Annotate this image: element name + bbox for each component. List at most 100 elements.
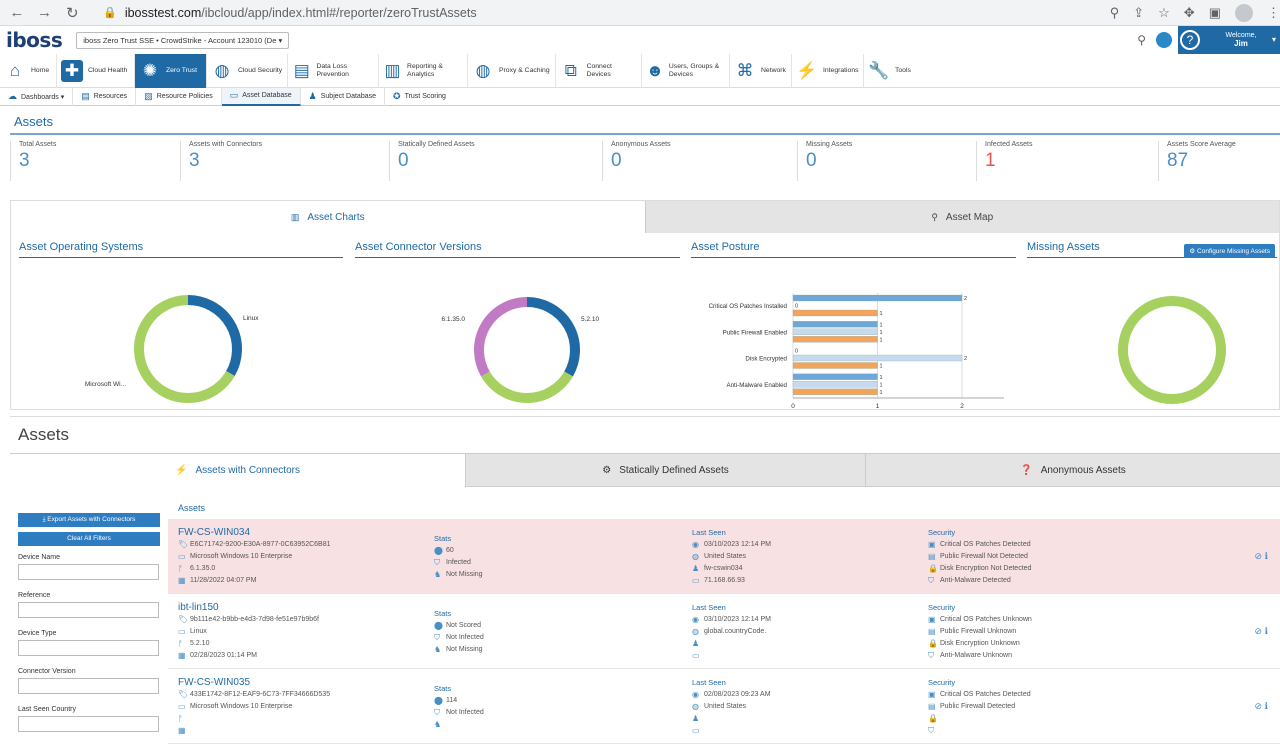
posture-bar <box>792 354 963 362</box>
nav-proxy-caching[interactable]: ◍ Proxy & Caching <box>468 53 556 88</box>
security-patches: Critical OS Patches Detected <box>940 691 1031 698</box>
nav-integrations[interactable]: ⚡ Integrations <box>792 53 864 88</box>
filter-device-name-input[interactable] <box>18 564 159 580</box>
infection-status: Infected <box>446 559 471 566</box>
version-icon: ᚠ <box>178 714 183 723</box>
info-icon[interactable]: ℹ <box>1264 551 1268 561</box>
forward-icon[interactable]: → <box>37 4 53 21</box>
device-name-link[interactable]: ibt-lin150 <box>178 602 219 613</box>
sidebar-icon[interactable]: ▣ <box>1208 4 1221 20</box>
filter-device-type-input[interactable] <box>18 640 159 656</box>
tab-statically-defined[interactable]: ⚙ Statically Defined Assets <box>465 454 865 487</box>
nav-connect-devices[interactable]: ⧉ Connect Devices <box>556 53 642 88</box>
nav-cloud-health[interactable]: ✚ Cloud Health <box>57 53 135 88</box>
extensions-icon[interactable]: ✥ <box>1183 4 1195 20</box>
filter-connector-version-input[interactable] <box>18 678 159 694</box>
last-seen-time: 03/10/2023 12:14 PM <box>704 616 771 623</box>
reload-icon[interactable]: ↻ <box>65 4 79 22</box>
tab-asset-charts[interactable]: ▥ Asset Charts <box>290 211 365 223</box>
user-icon: ♟ <box>692 639 700 648</box>
posture-bar <box>792 388 878 395</box>
policy-icon: ▧ <box>144 91 153 101</box>
disable-icon[interactable]: ⊘ <box>1254 626 1263 636</box>
bar-chart-icon: ▥ <box>290 211 300 222</box>
nav-home[interactable]: ⌂ Home <box>0 53 57 88</box>
filter-last-seen-country-input[interactable] <box>18 716 159 732</box>
chart-os: Asset Operating Systems Linux Microsoft W… <box>19 241 343 413</box>
donut-slice <box>134 295 235 403</box>
nav-network[interactable]: ⌘ Network <box>730 53 792 88</box>
account-selector[interactable]: iboss Zero Trust SSE • CrowdStrike - Acc… <box>76 31 290 49</box>
star-icon[interactable]: ☆ <box>1158 4 1170 20</box>
donut-slice <box>474 297 528 377</box>
disable-icon[interactable]: ⊘ <box>1254 701 1263 711</box>
clear-filters-button[interactable]: Clear All Filters <box>18 532 160 546</box>
wrench-icon: 🔧 <box>868 60 890 80</box>
filter-reference-input[interactable] <box>18 602 159 618</box>
patch-icon: ▣ <box>928 540 936 549</box>
zoom-icon[interactable]: ⚲ <box>1109 4 1120 20</box>
security-antimalware: Anti-Malware Detected <box>940 577 1011 584</box>
tab-asset-map[interactable]: ⚲ Asset Map <box>644 201 1279 233</box>
search-icon[interactable]: ⚲ <box>1137 33 1146 47</box>
profile-avatar[interactable] <box>1235 3 1253 22</box>
posture-bar-chart: 0 1 2 Critical OS Patches Installed 2 0 1 Publi… <box>709 293 1004 410</box>
nav-data-loss-prevention[interactable]: ▤ Data Loss Prevention <box>288 53 379 88</box>
stat-total-assets: Total Assets 3 <box>10 141 180 181</box>
info-icon[interactable]: ℹ <box>1264 701 1268 711</box>
cloud-status-icon[interactable] <box>1156 32 1172 48</box>
subnav-asset-database[interactable]: ▭ Asset Database <box>221 87 301 106</box>
nav-cloud-security[interactable]: ◍ Cloud Security <box>207 53 288 88</box>
trust-score: Not Scored <box>446 622 482 629</box>
address-bar[interactable]: 🔒 ibosstest.com/ibcloud/app/index.html#/… <box>95 1 1092 24</box>
chart-connector: Asset Connector Versions 5.2.106.1.20.06… <box>355 241 680 421</box>
lock-icon: 🔒 <box>103 7 117 19</box>
nav-users-groups[interactable]: ☻ Users, Groups & Devices <box>642 53 730 88</box>
subnav-trust-scoring[interactable]: ✪ Trust Scoring <box>393 91 446 101</box>
trust-score: 114 <box>446 697 458 704</box>
globe-icon: ◍ <box>692 702 699 711</box>
url-host: ibosstest.com <box>124 5 202 20</box>
category-label: Critical OS Patches Installed <box>709 303 788 310</box>
menu-icon[interactable]: ⋮ <box>1267 4 1280 20</box>
sub-navigation: ☁ Dashboards ▾ ▤ Resources ▧ Resource Polic… <box>0 87 1280 106</box>
monitor-icon: ▭ <box>229 90 239 100</box>
document-icon: ▤ <box>81 91 90 101</box>
calendar-icon: ▦ <box>178 726 186 735</box>
slice-label: 6.1.35.0 <box>442 316 466 323</box>
subnav-dashboards[interactable]: ☁ Dashboards ▾ <box>0 87 74 106</box>
tab-anonymous[interactable]: ❓ Anonymous Assets <box>865 454 1280 487</box>
nav-zero-trust[interactable]: ✺ Zero Trust <box>135 53 207 88</box>
export-button[interactable]: ⤓ Export Assets with Connectors <box>18 513 160 527</box>
posture-bar <box>792 373 878 380</box>
tab-assets-with-connectors[interactable]: ⚡ Assets with Connectors <box>175 465 300 476</box>
connector-donut: 5.2.106.1.20.06.1.35.0 <box>442 297 599 421</box>
nav-reporting[interactable]: ▥ Reporting & Analytics <box>379 53 468 88</box>
subnav-resources[interactable]: ▤ Resources <box>73 87 137 106</box>
posture-bar <box>792 309 878 317</box>
table-row[interactable]: FW-CS-WIN035 🏷 433E1742-8F12-EAF9-6C73-7F… <box>168 669 1280 744</box>
device-name-link[interactable]: FW-CS-WIN034 <box>178 527 251 538</box>
configure-missing-assets-button[interactable]: ⚙ Configure Missing Assets <box>1184 244 1275 258</box>
disable-icon[interactable]: ⊘ <box>1254 551 1263 561</box>
device-name-link[interactable]: FW-CS-WIN035 <box>178 677 251 688</box>
nav-tools[interactable]: 🔧 Tools <box>868 60 911 80</box>
table-row[interactable]: ibt-lin150 🏷 9b111e42-b9bb-e4d3-7d98-fe51… <box>168 594 1280 669</box>
donut-slice <box>481 371 573 403</box>
patch-icon: ▣ <box>928 690 936 699</box>
user-menu[interactable]: Welcome, Jim ▾ <box>1202 26 1280 54</box>
table-row[interactable]: FW-CS-WIN034 🏷 E6C71742-9200-E30A-8977-0C… <box>168 519 1280 594</box>
filter-label-device-type: Device Type <box>18 630 57 637</box>
subnav-resource-policies[interactable]: ▧ Resource Policies <box>136 87 222 106</box>
share-icon[interactable]: ⇪ <box>1133 4 1145 20</box>
user-icon: ♟ <box>308 91 317 101</box>
missing-status: Not Missing <box>446 571 483 578</box>
monitor-icon: ▭ <box>178 702 186 711</box>
subnav-subject-database[interactable]: ♟ Subject Database <box>301 87 386 106</box>
info-icon[interactable]: ℹ <box>1264 626 1268 636</box>
stats-bar: Total Assets 3 Assets with Connectors 3 St… <box>10 141 1280 181</box>
back-icon[interactable]: ← <box>9 4 25 21</box>
help-icon[interactable]: ? <box>1180 30 1200 50</box>
monitor-icon: ▭ <box>178 552 186 561</box>
registered-date: 02/28/2023 01:14 PM <box>190 652 257 659</box>
